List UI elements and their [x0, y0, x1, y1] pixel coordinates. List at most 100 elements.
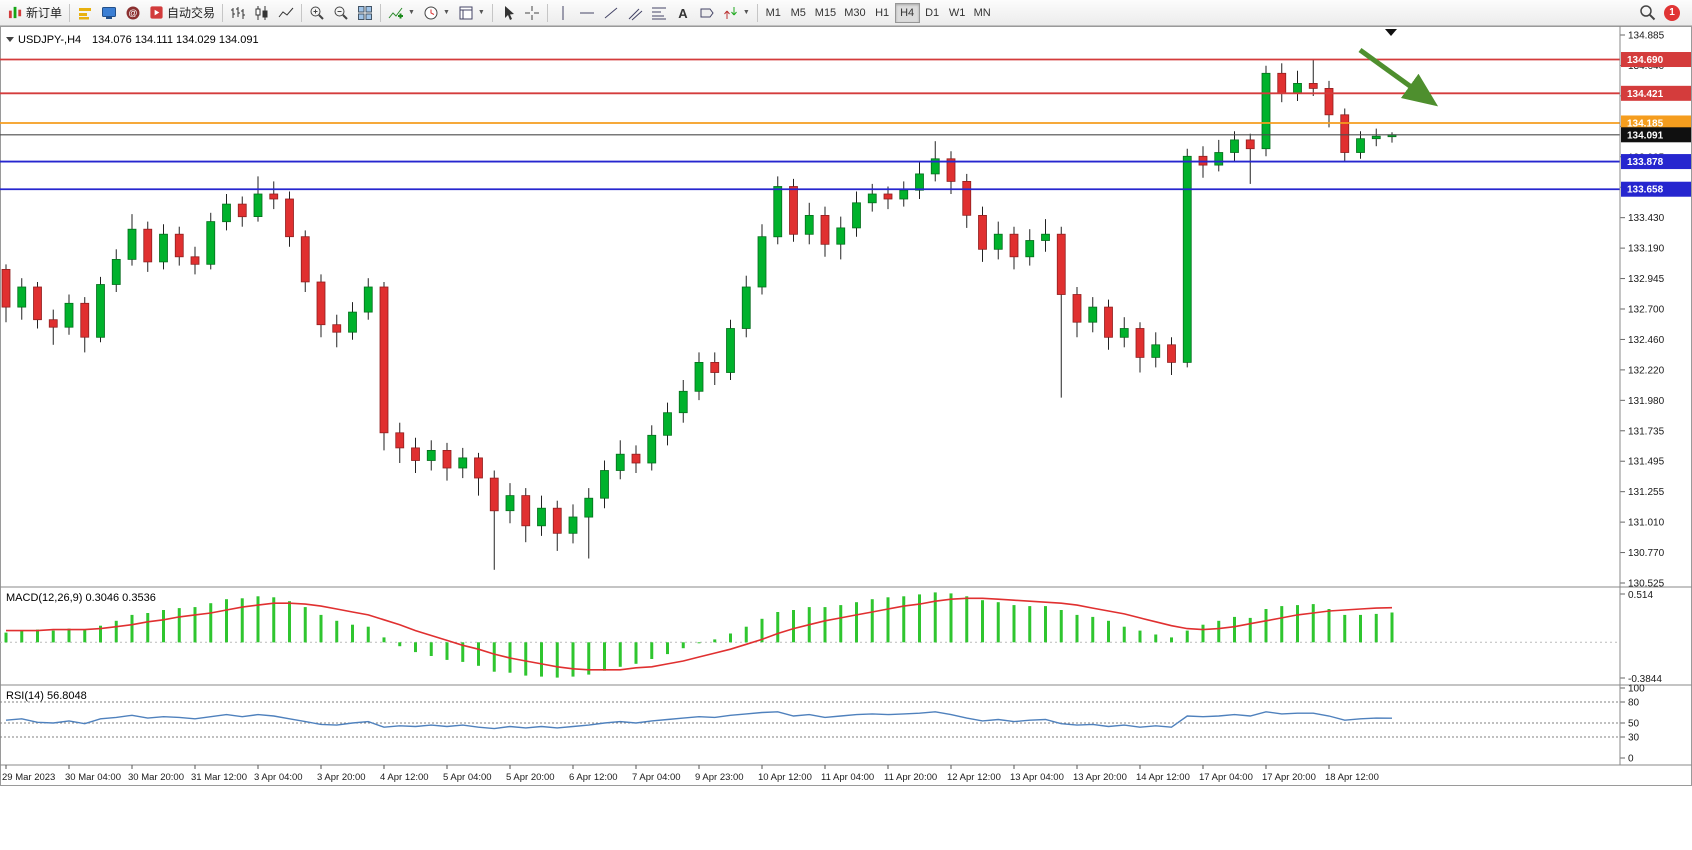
candle-body — [757, 236, 767, 288]
macd-histogram-bar — [351, 624, 354, 643]
macd-histogram-bar — [146, 613, 150, 643]
timeframe-button-w1[interactable]: W1 — [948, 6, 966, 19]
search-icon[interactable] — [1639, 4, 1656, 21]
cursor-button[interactable] — [496, 2, 520, 24]
trend-arrow-annotation[interactable] — [1358, 47, 1439, 107]
candlestick-series[interactable] — [1, 59, 1397, 570]
notification-badge[interactable]: 1 — [1664, 4, 1680, 21]
horizontal-line-button[interactable] — [575, 2, 599, 24]
macd-histogram-bar — [540, 642, 543, 677]
equidistant-channel-button[interactable] — [623, 2, 647, 24]
new-order-icon — [8, 6, 22, 19]
vertical-line-icon — [562, 5, 564, 20]
zoom-in-button[interactable] — [305, 2, 329, 24]
macd-histogram-bar — [209, 603, 213, 643]
templates-button[interactable]: ▼ — [454, 2, 489, 24]
new-order-button[interactable]: 新订单 — [4, 2, 66, 24]
time-scale-label: 17 Apr 20:00 — [1262, 772, 1316, 783]
macd-scale-label: -0.3844 — [1628, 674, 1662, 685]
time-scale-label: 30 Mar 20:00 — [128, 772, 184, 783]
macd-histogram-bar — [981, 600, 984, 643]
macd-histogram-bar — [555, 642, 559, 678]
macd-scale-label: 0.514 — [1628, 590, 1653, 601]
time-axis[interactable]: 29 Mar 2023 30 Mar 04:00 30 Mar 20:00 31 Ma… — [2, 765, 1379, 783]
community-button[interactable]: @ — [121, 2, 145, 24]
rsi-scale-label: 30 — [1628, 733, 1640, 744]
time-scale-label: 17 Apr 04:00 — [1199, 772, 1253, 783]
arrows-icon — [723, 6, 737, 19]
timeframe-button-m30[interactable]: M30 — [844, 6, 866, 19]
timeframe-button-m5[interactable]: M5 — [790, 6, 806, 19]
macd-histogram-bar — [1075, 614, 1079, 643]
line-chart-button[interactable] — [274, 2, 298, 24]
candle-body — [710, 361, 720, 373]
price-scale-label: 132.460 — [1628, 335, 1665, 346]
timeframe-button-m1[interactable]: M1 — [765, 6, 781, 19]
market-depth-button[interactable] — [73, 2, 97, 24]
macd-histogram-bar — [366, 626, 370, 643]
rsi-scale-label: 50 — [1628, 719, 1640, 730]
trendline-button[interactable] — [599, 2, 623, 24]
toolbar-separator — [491, 3, 493, 22]
price-line-label — [1621, 115, 1691, 131]
autotrading-button[interactable]: 自动交易 — [145, 2, 219, 24]
time-scale-label: 9 Apr 23:00 — [695, 772, 744, 783]
macd-histogram-bar — [240, 598, 244, 643]
text-label-button[interactable] — [695, 2, 719, 24]
text-button[interactable]: A — [671, 2, 695, 24]
macd-histogram-bar — [36, 629, 39, 643]
chart-area[interactable]: 134.885134.640134.395134.150133.905133.6… — [0, 26, 1692, 786]
fibonacci-button[interactable] — [647, 2, 671, 24]
candle-body — [915, 173, 924, 191]
macd-histogram-bar — [4, 632, 8, 643]
trendline-icon — [604, 7, 618, 18]
timeframe-button-h1[interactable]: H1 — [875, 6, 890, 19]
macd-histogram-bar — [1122, 626, 1126, 643]
text-icon: A — [678, 6, 688, 21]
candle-body — [552, 507, 562, 534]
crosshair-button[interactable] — [520, 2, 544, 24]
macd-histogram-bar — [114, 620, 118, 643]
current-price-label-text: 134.091 — [1627, 130, 1664, 141]
indicators-button[interactable]: ▼ — [384, 2, 419, 24]
rsi-panel[interactable]: 100 80 50 30 0 — [0, 684, 1645, 765]
rsi-scale-label: 80 — [1628, 698, 1640, 709]
timeframe-button-m15[interactable]: M15 — [814, 6, 837, 19]
vertical-line-button[interactable] — [551, 2, 575, 24]
macd-label: MACD(12,26,9) 0.3046 0.3536 — [6, 592, 156, 604]
toolbar-right-group: 1 — [1639, 4, 1688, 21]
candle-body — [332, 324, 342, 333]
timeframes-menu-icon — [424, 6, 438, 19]
terminal-button[interactable] — [97, 2, 121, 24]
candle-body — [222, 203, 231, 223]
price-line-label — [1621, 181, 1691, 197]
candle-body — [489, 477, 499, 512]
bar-chart-button[interactable] — [226, 2, 250, 24]
timeframe-button-d1[interactable]: D1 — [925, 6, 940, 19]
candle-body — [647, 434, 657, 464]
macd-histogram-bar — [1138, 630, 1142, 643]
timeframe-button-h4[interactable]: H4 — [894, 2, 920, 23]
rsi-line — [5, 711, 1393, 730]
macd-histogram-bar — [1107, 620, 1110, 643]
timeframe-button-mn[interactable]: MN — [973, 6, 991, 19]
timeframes-menu-button[interactable]: ▼ — [419, 2, 454, 24]
macd-panel[interactable]: 0.514 -0.3844 — [0, 590, 1662, 685]
candlestick-chart-button[interactable] — [250, 2, 274, 24]
candle-body — [111, 258, 121, 285]
price-lines[interactable]: 134.690 134.421 134.185 133.878 133.658 134.0… — [0, 52, 1691, 197]
chart-shift-marker[interactable] — [1385, 29, 1397, 36]
candle-body — [584, 497, 594, 518]
candle-body — [458, 457, 468, 469]
chart-collapse-icon[interactable] — [6, 37, 14, 42]
macd-histogram-bar — [603, 642, 606, 671]
tile-windows-button[interactable] — [353, 2, 377, 24]
macd-histogram-bar — [666, 642, 669, 655]
terminal-icon — [102, 6, 117, 19]
zoom-out-button[interactable] — [329, 2, 353, 24]
macd-histogram-bar — [51, 630, 55, 643]
candle-body — [1119, 328, 1129, 338]
arrows-button[interactable]: ▼ — [719, 2, 754, 24]
price-line-label — [1621, 85, 1691, 101]
macd-histogram-bar — [445, 642, 449, 660]
